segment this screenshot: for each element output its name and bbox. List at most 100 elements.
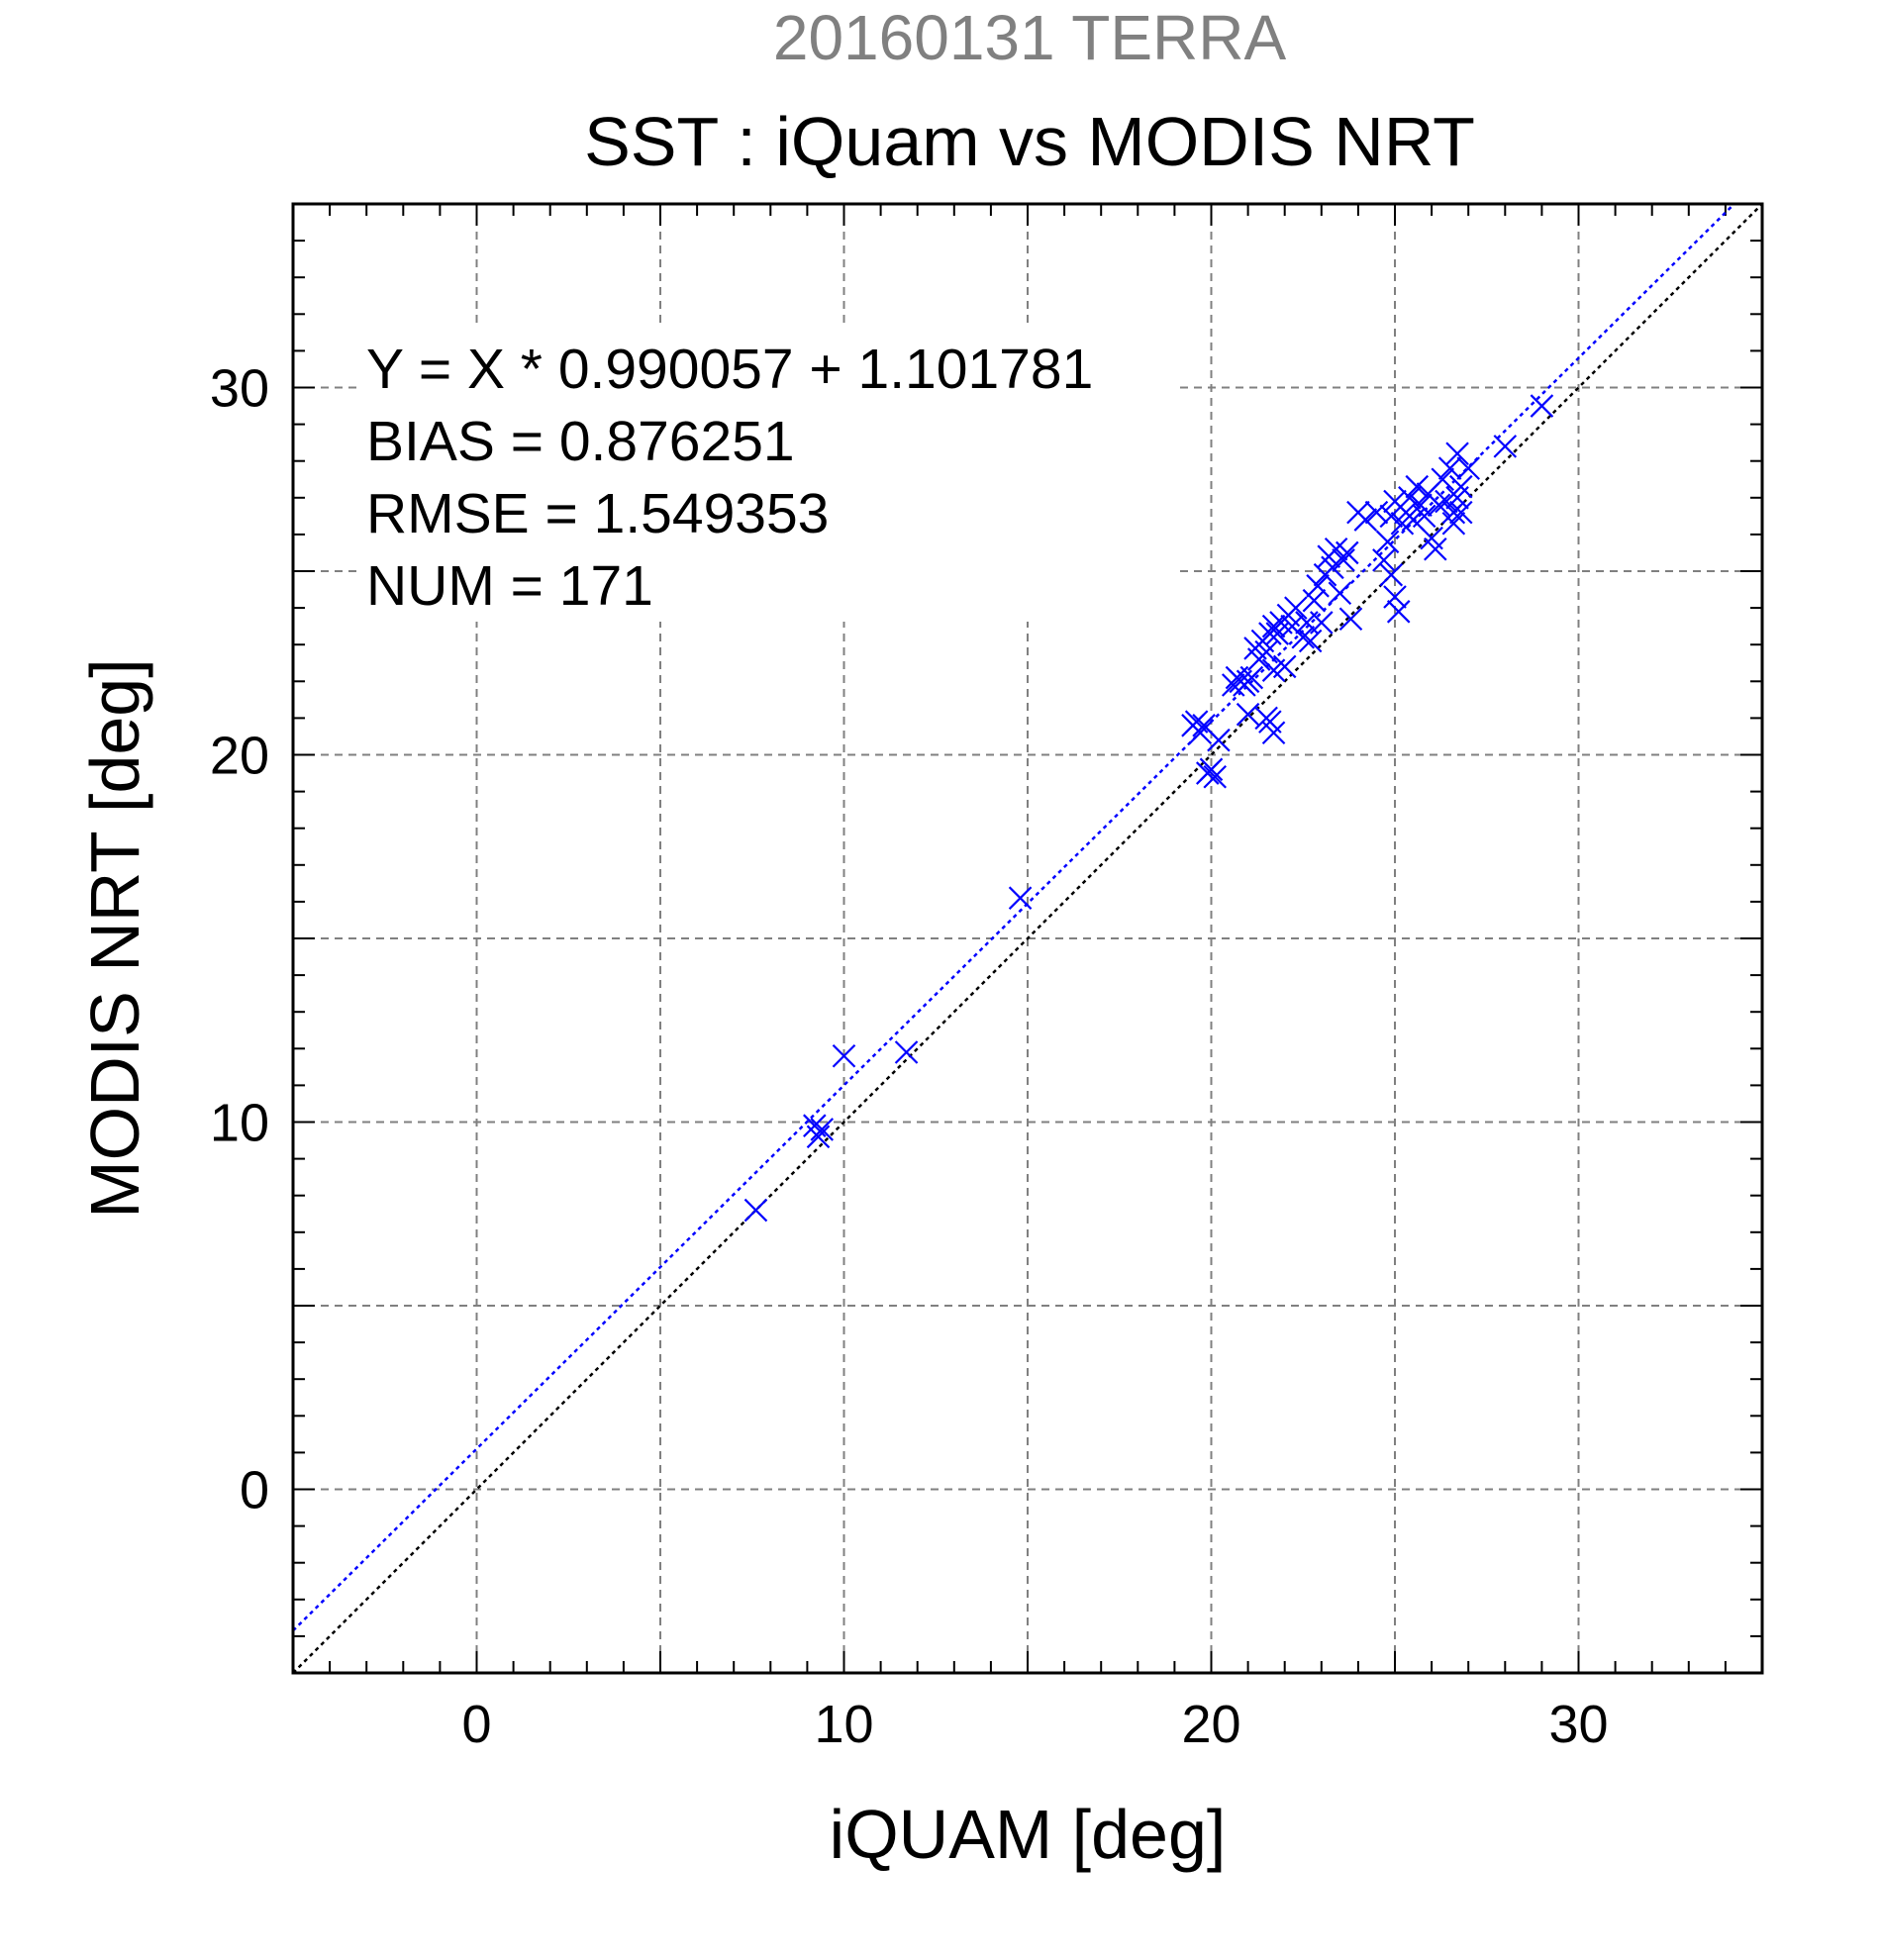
data-point-stroke <box>1441 511 1466 536</box>
data-point <box>1207 728 1231 752</box>
data-point-stroke <box>1493 435 1518 458</box>
data-point-stroke <box>1199 757 1224 782</box>
data-point-stroke <box>1254 639 1278 664</box>
x-tick-label: 30 <box>1548 1695 1608 1754</box>
fit-line <box>292 203 1735 1632</box>
data-point-stroke <box>810 1118 835 1141</box>
data-point <box>806 1125 831 1149</box>
plot-frame <box>291 202 1764 1675</box>
x-axis-label: iQUAM [deg] <box>830 1796 1227 1873</box>
data-point-stroke <box>1372 548 1396 572</box>
data-point-stroke <box>1409 493 1433 517</box>
data-point-stroke <box>1420 526 1443 550</box>
data-point-stroke <box>1192 714 1216 737</box>
data-point-stroke <box>1236 702 1260 727</box>
data-point <box>1375 530 1400 554</box>
data-point <box>1221 673 1245 697</box>
data-point <box>1254 639 1278 664</box>
data-point <box>1437 456 1462 480</box>
data-point-stroke <box>1335 540 1359 565</box>
data-point <box>1291 626 1316 649</box>
data-point-stroke <box>1386 600 1411 624</box>
data-point <box>810 1118 835 1141</box>
data-point-stroke <box>1332 548 1355 572</box>
data-point-stroke <box>1398 486 1422 510</box>
data-point <box>1449 500 1473 525</box>
y-axis-label: MODIS NRT [deg] <box>76 658 153 1218</box>
data-point <box>1298 629 1323 653</box>
data-point-stroke <box>1445 486 1469 510</box>
data-point-stroke <box>1221 673 1245 697</box>
x-tick-label: 0 <box>461 1695 491 1754</box>
data-point <box>1306 574 1330 598</box>
data-point <box>1364 500 1389 525</box>
data-point <box>1493 435 1518 458</box>
y-tick-label: 20 <box>210 727 269 786</box>
data-point-stroke <box>1203 764 1227 789</box>
data-point <box>1383 585 1407 609</box>
data-point-stroke <box>1427 493 1451 517</box>
data-point-stroke <box>1272 654 1297 679</box>
data-point-stroke <box>1261 614 1286 638</box>
data-point-stroke <box>1338 607 1363 632</box>
data-point-stroke <box>1328 581 1352 606</box>
data-point <box>1379 562 1404 587</box>
identity-line <box>292 203 1763 1674</box>
data-point-stroke <box>743 1198 768 1223</box>
data-point <box>1261 721 1286 745</box>
data-point <box>1372 548 1396 572</box>
data-point <box>1405 474 1430 499</box>
data-point-stroke <box>1530 394 1554 418</box>
tick-labels: 0 10 20 30 0 10 20 30 <box>210 359 1609 1755</box>
data-point <box>894 1040 919 1064</box>
data-point <box>1445 441 1469 466</box>
data-point-stroke <box>803 1114 827 1137</box>
data-point <box>1398 486 1422 510</box>
chart-supertitle: 20160131 TERRA <box>773 2 1287 73</box>
minor-ticks <box>293 204 1762 1673</box>
data-point <box>1284 596 1308 620</box>
data-point <box>1427 493 1451 517</box>
data-point-stroke <box>1261 721 1286 745</box>
data-point <box>1008 886 1033 910</box>
data-point-stroke <box>1188 721 1213 745</box>
data-point <box>1530 394 1554 418</box>
data-point-stroke <box>1379 562 1404 587</box>
data-point-stroke <box>1280 614 1304 638</box>
data-point <box>1338 607 1363 632</box>
data-point <box>1302 588 1327 613</box>
data-point-stroke <box>1405 474 1430 499</box>
data-point <box>1424 537 1447 561</box>
data-point-stroke <box>1437 456 1462 480</box>
data-point-stroke <box>806 1125 831 1149</box>
data-point-stroke <box>1449 500 1473 525</box>
stats-num: NUM = 171 <box>366 554 653 618</box>
data-point <box>1412 504 1436 529</box>
data-point <box>1445 486 1469 510</box>
y-tick-label: 30 <box>210 359 269 419</box>
data-point-stroke <box>894 1040 919 1064</box>
data-point <box>1239 665 1264 690</box>
data-point <box>1188 721 1213 745</box>
data-point-stroke <box>1184 710 1209 734</box>
data-point-stroke <box>1364 500 1389 525</box>
x-tick-label: 20 <box>1181 1695 1240 1754</box>
stats-equation: Y = X * 0.990057 + 1.101781 <box>366 338 1093 401</box>
data-point-stroke <box>1431 467 1455 492</box>
data-point-stroke <box>832 1043 856 1068</box>
data-point-stroke <box>1239 665 1264 690</box>
data-point-stroke <box>1306 574 1330 598</box>
data-point-stroke <box>1298 629 1323 653</box>
data-point <box>1441 500 1466 525</box>
data-point-stroke <box>1383 489 1407 514</box>
data-point <box>832 1043 856 1068</box>
data-point <box>1353 508 1378 532</box>
data-points <box>743 394 1554 1223</box>
data-point <box>1441 511 1466 536</box>
data-point-stroke <box>1324 537 1348 561</box>
data-point <box>1199 757 1224 782</box>
data-point-stroke <box>1207 728 1231 752</box>
data-point <box>1386 600 1411 624</box>
data-point-stroke <box>1284 596 1308 620</box>
